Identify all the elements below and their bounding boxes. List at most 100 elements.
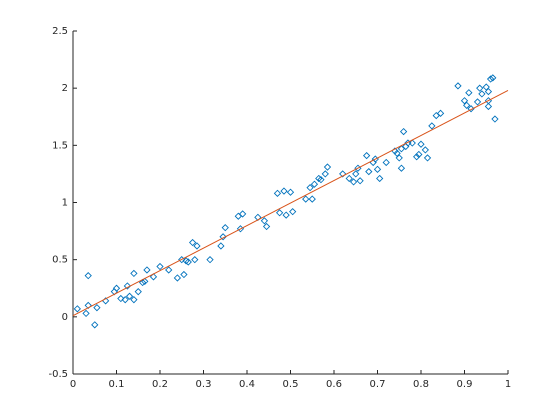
y-tick-label: 1 [62,198,68,209]
y-tick-label: 2.5 [52,26,68,37]
x-tick-label: 0.8 [413,379,429,390]
scatter-point [221,224,229,232]
scatter-point [349,178,358,186]
scatter-point [130,269,138,278]
scatter-point [239,210,247,218]
scatter-point [180,270,188,279]
scatter-point [476,84,484,92]
x-tick-label: 0.4 [239,379,255,390]
scatter-point [206,256,214,264]
scatter-point [289,208,297,216]
scatter-point [321,170,329,178]
scatter-point [413,153,421,161]
x-tick-label: 0.6 [326,379,342,390]
y-tick-label: 2 [62,83,68,94]
scatter-point [352,170,360,178]
scatter-point [317,175,325,184]
scatter-point [382,158,390,167]
x-tick-label: 0.9 [457,379,473,390]
y-tick-label: 0.5 [52,255,68,266]
scatter-point [112,284,121,292]
scatter-point [417,140,425,148]
scatter-point [130,296,138,304]
scatter-point [141,277,149,286]
x-tick-label: 0.2 [152,379,168,390]
scatter-point [262,222,271,231]
scatter-point [345,174,353,183]
scatter-point [193,242,201,250]
scatter-point [275,209,284,217]
scatter-point [315,174,323,183]
scatter-point [184,258,192,266]
scatter-point [415,150,423,159]
scatter-point [484,87,493,96]
scatter-point [478,90,486,98]
scatter-point [362,151,371,160]
scatter-point [393,149,401,157]
scatter-point [399,127,408,136]
scatter-point [323,163,332,171]
scatter-point [484,102,493,111]
scatter-point [165,266,173,274]
scatter-point [308,195,316,203]
scatter-point [191,256,199,264]
scatter-point [432,111,440,120]
scatter-point [489,74,497,82]
scatter-point [143,266,151,274]
scatter-point [465,89,473,97]
scatter-point [125,292,134,300]
scatter-point [365,167,373,176]
x-tick-label: 1 [505,379,511,390]
scatter-point [473,98,482,106]
scatter-point [93,304,101,312]
scatter-point [395,154,403,162]
scatter-point [182,257,190,265]
scatter-point [280,187,288,195]
x-tick-label: 0.5 [283,379,299,390]
scatter-point [310,180,319,188]
scatter-point [454,82,462,90]
scatter-point [219,233,227,241]
y-tick-label: 0 [62,312,68,323]
scatter-point [282,211,290,219]
scatter-point [260,217,269,225]
scatter-point [134,288,142,296]
scatter-point [467,105,475,113]
x-tick-label: 0.7 [370,379,386,390]
y-tick-label: -0.5 [48,369,68,380]
scatter-point [84,301,92,310]
scatter-point [117,294,125,303]
scatter-point [84,272,92,280]
scatter-point [188,238,197,247]
x-tick-label: 0 [70,379,76,390]
scatter-point [423,154,432,162]
scatter-point [156,262,164,271]
scatter-point [373,165,382,173]
scatter-point [460,97,469,105]
scatter-point [73,305,81,313]
scatter-point [82,309,90,318]
y-tick-label: 1.5 [52,140,68,151]
scatter-point [302,195,310,203]
scatter-point [121,296,129,304]
scatter-point [491,115,499,123]
x-tick-label: 0.1 [109,379,125,390]
scatter-point [339,170,347,178]
scatter-point [149,273,158,281]
scatter-point [138,278,147,287]
scatter-point [428,122,436,130]
scatter-point [463,101,471,109]
scatter-point [91,321,99,329]
scatter-point [217,242,225,250]
scatter-point [408,139,416,147]
scatter-point [273,189,282,197]
scatter-point [306,184,314,192]
scatter-point [486,75,495,83]
scatter-point [123,282,132,290]
scatter-point [234,212,242,220]
scatter-point [436,109,445,117]
scatter-point [356,177,364,185]
scatter-point [397,164,406,172]
scatter-point [421,146,429,154]
